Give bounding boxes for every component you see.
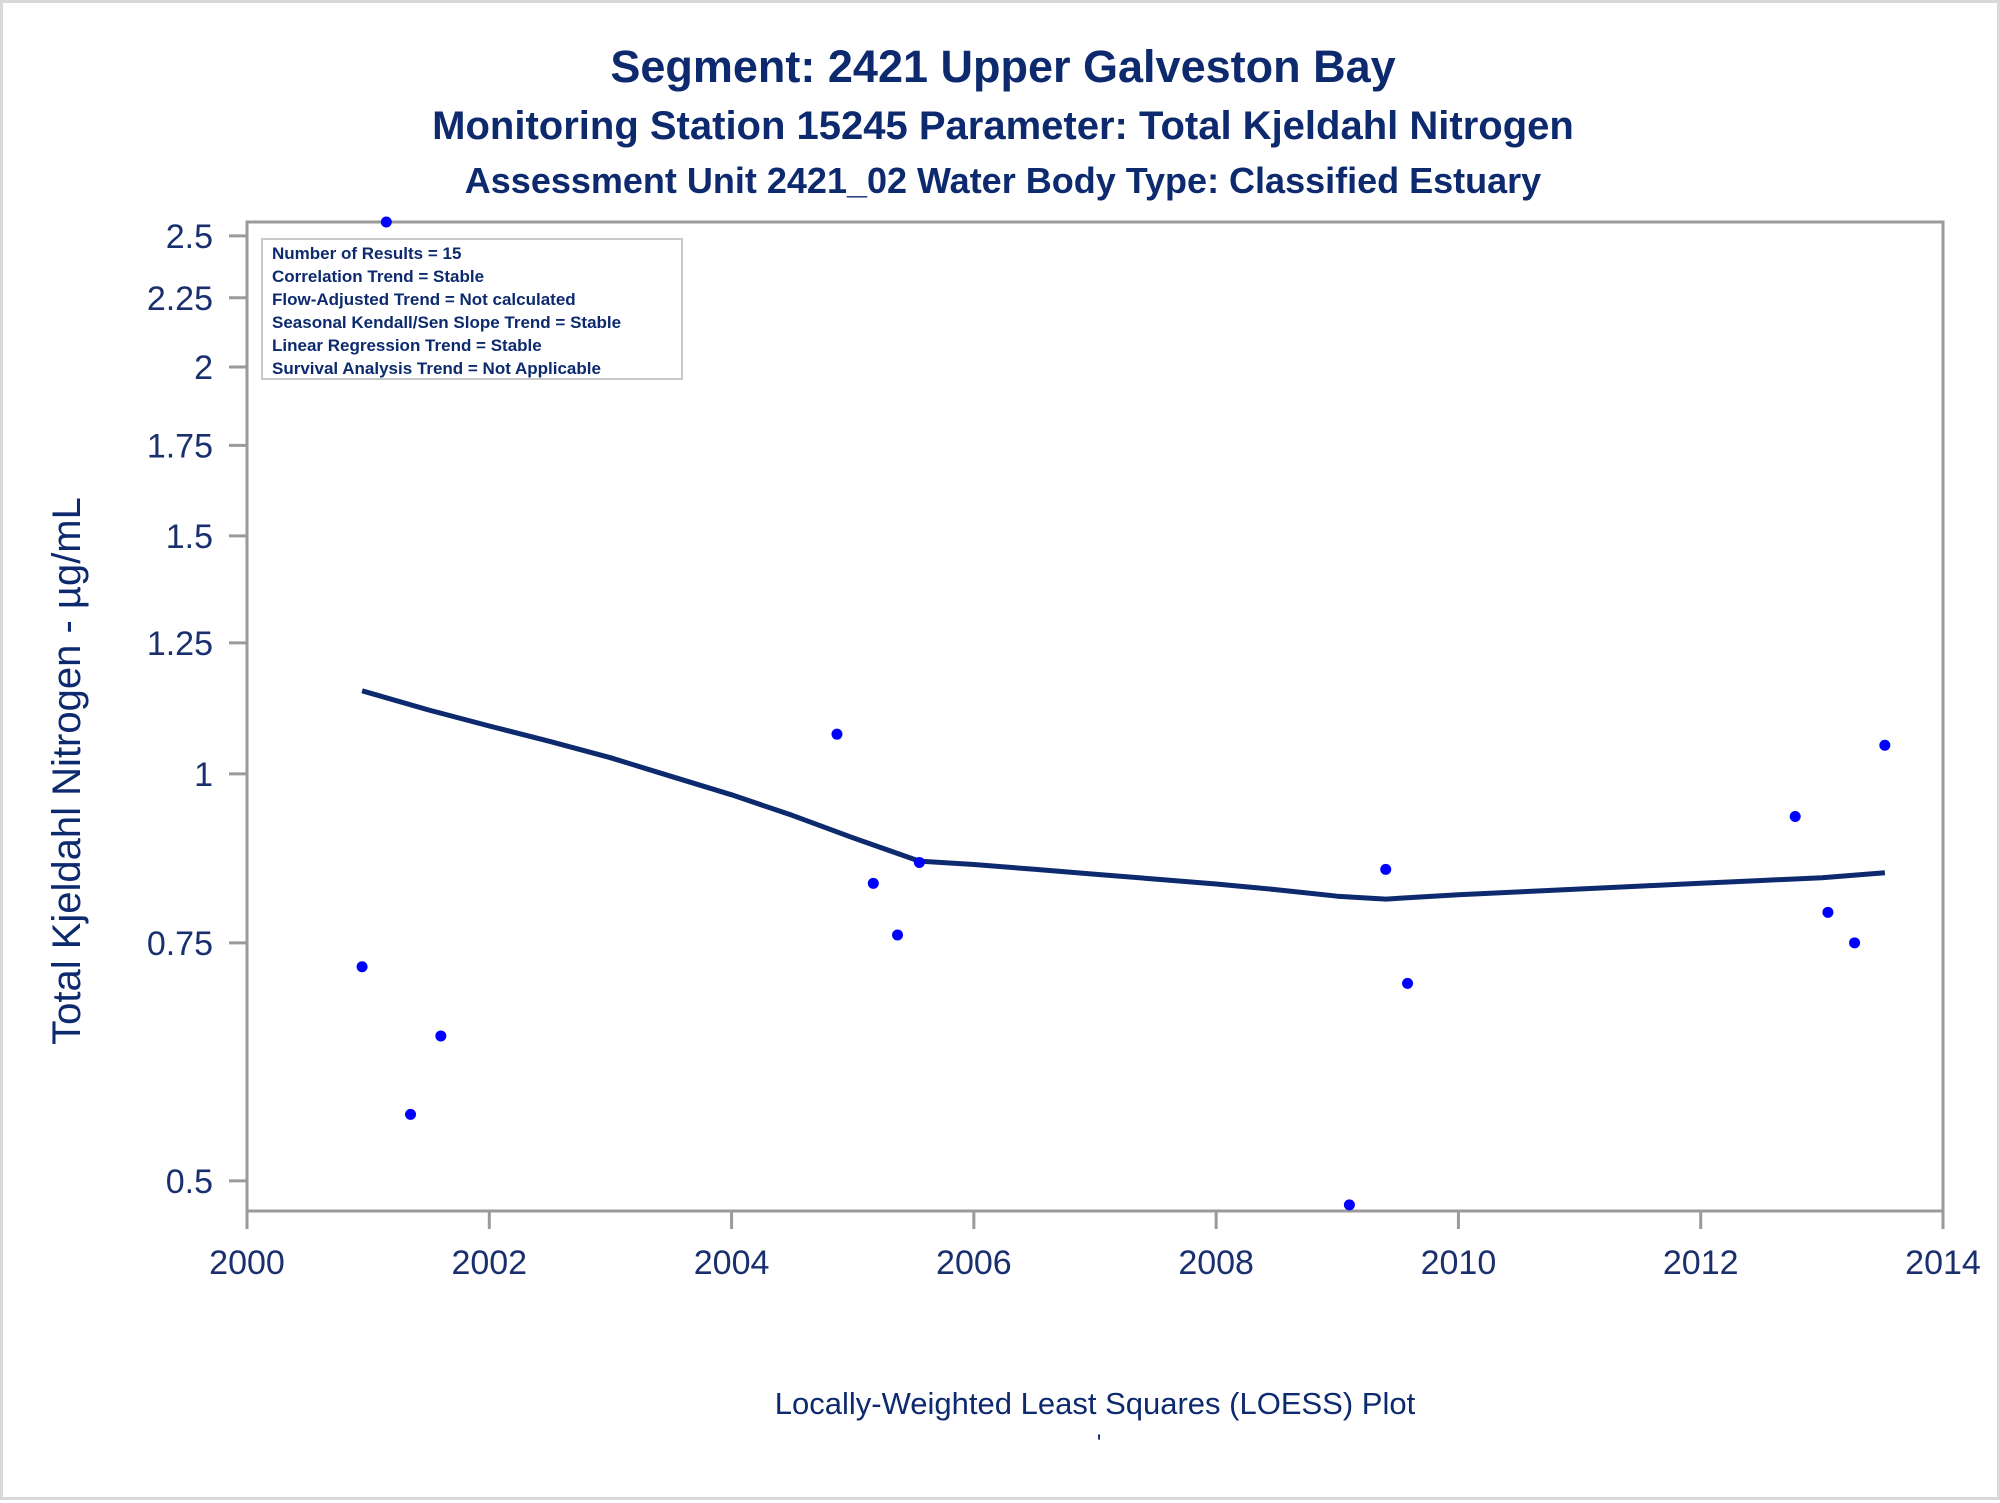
loess-curve	[361, 688, 1886, 902]
info-line-results: Number of Results = 15	[272, 244, 461, 263]
chart-title: Segment: 2421 Upper Galveston Bay	[610, 41, 1396, 92]
x-tick-label: 2010	[1421, 1244, 1497, 1282]
y-tick-label: 0.5	[166, 1163, 213, 1201]
plot-svg: 0.5 0.75 1 1.25 1.5 1.75 2 2.25 2.5 2000 2002 2004…	[45, 216, 1981, 1457]
chart-subtitle-station: Monitoring Station 15245 Parameter: Tota…	[432, 104, 1574, 148]
plot-frame-layer	[245, 220, 1945, 1213]
y-tick-label: 1	[194, 756, 213, 794]
points-layer	[356, 216, 1891, 1211]
x-tick-label: 2006	[936, 1244, 1012, 1282]
y-tick-label: 1.5	[166, 518, 213, 556]
info-line-survival: Survival Analysis Trend = Not Applicable	[272, 359, 601, 378]
y-tick-label: 0.75	[147, 925, 213, 963]
data-point	[1789, 811, 1801, 823]
footnote-mark: '	[1097, 1430, 1102, 1457]
x-tick-label: 2008	[1178, 1244, 1254, 1282]
info-line-seasonal-kendall: Seasonal Kendall/Sen Slope Trend = Stabl…	[272, 313, 621, 332]
data-point	[1380, 863, 1392, 875]
data-point	[892, 929, 904, 941]
x-tick-label: 2000	[209, 1244, 285, 1282]
data-point	[1849, 937, 1861, 949]
data-point	[380, 216, 392, 228]
y-axis-label: Total Kjeldahl Nitrogen - µg/mL	[45, 497, 89, 1045]
data-point	[356, 961, 368, 973]
x-axis: 2000 2002 2004 2006 2008 2010 2012 2014	[209, 1211, 1981, 1282]
x-tick-label: 2012	[1663, 1244, 1739, 1282]
x-tick-label: 2002	[451, 1244, 527, 1282]
data-point	[405, 1108, 417, 1120]
y-axis: 0.5 0.75 1 1.25 1.5 1.75 2 2.25 2.5	[147, 218, 247, 1201]
footnote: Locally-Weighted Least Squares (LOESS) P…	[775, 1386, 1416, 1421]
data-point	[1822, 906, 1834, 918]
loess-layer	[361, 688, 1886, 902]
info-line-flow-adjusted: Flow-Adjusted Trend = Not calculated	[272, 290, 576, 309]
plot-area-border	[245, 220, 1945, 1213]
info-box: Number of Results = 15 Correlation Trend…	[261, 238, 683, 380]
data-point	[1343, 1199, 1355, 1211]
data-point	[831, 728, 843, 740]
data-point	[1402, 977, 1414, 989]
info-box-border	[261, 238, 683, 380]
y-tick-label: 2.5	[166, 218, 213, 256]
chart-subtitle-assessment: Assessment Unit 2421_02 Water Body Type:…	[464, 160, 1542, 201]
info-line-linear-regression: Linear Regression Trend = Stable	[272, 336, 542, 355]
info-line-correlation: Correlation Trend = Stable	[272, 267, 484, 286]
y-tick-label: 1.25	[147, 625, 213, 663]
data-point	[913, 856, 925, 868]
data-point	[435, 1030, 447, 1042]
x-tick-label: 2014	[1905, 1244, 1981, 1282]
y-tick-label: 2.25	[147, 280, 213, 318]
y-tick-label: 1.75	[147, 427, 213, 465]
data-point	[1879, 739, 1891, 751]
y-tick-label: 2	[194, 349, 213, 387]
x-tick-label: 2004	[694, 1244, 770, 1282]
data-point	[867, 877, 879, 889]
